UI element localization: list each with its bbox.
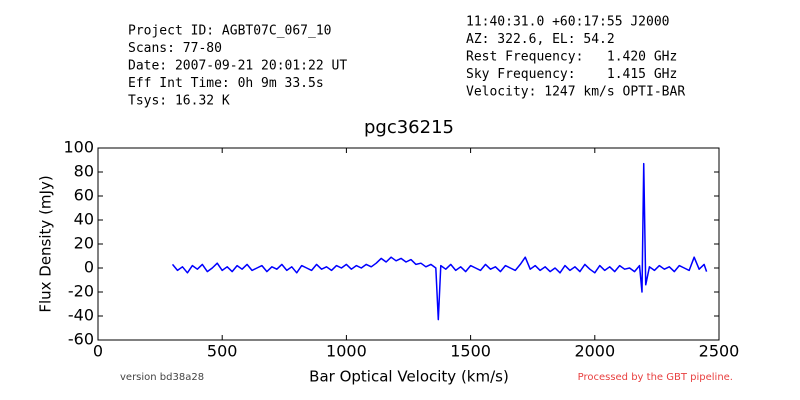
y-tick-label: 20 [74,234,94,253]
x-tick-label: 0 [93,342,103,361]
x-tick-label: 1500 [450,342,491,361]
y-tick-label: 40 [74,210,94,229]
y-tick-label: 60 [74,186,94,205]
info-line: AZ: 322.6, EL: 54.2 [466,32,615,47]
info-line: Sky Frequency: 1.415 GHz [466,67,677,82]
info-line: Date: 2007-09-21 20:01:22 UT [128,59,347,74]
chart-title: pgc36215 [364,117,454,138]
info-line: Velocity: 1247 km/s OPTI-BAR [466,85,685,100]
y-tick-label: 100 [63,138,94,157]
x-tick-label: 500 [207,342,238,361]
pipeline-note: Processed by the GBT pipeline. [578,372,733,383]
x-axis-label: Bar Optical Velocity (km/s) [309,368,509,386]
info-line: Tsys: 16.32 K [128,94,230,109]
y-tick-label: -40 [68,306,94,325]
y-tick-label: -60 [68,330,94,349]
x-tick-label: 2500 [699,342,740,361]
x-tick-label: 2000 [574,342,615,361]
version-note: version bd38a28 [120,372,204,383]
info-line: 11:40:31.0 +60:17:55 J2000 [466,15,670,30]
info-line: Project ID: AGBT07C_067_10 [128,24,332,39]
spectrum-line [171,162,708,321]
plot-frame [97,147,720,341]
info-line: Scans: 77-80 [128,41,222,56]
y-axis-label: Flux Density (mJy) [37,175,55,312]
info-line: Eff Int Time: 0h 9m 33.5s [128,76,324,91]
x-tick-label: 1000 [326,342,367,361]
y-tick-label: 80 [74,162,94,181]
info-line: Rest Frequency: 1.420 GHz [466,50,677,65]
y-tick-label: -20 [68,282,94,301]
y-tick-label: 0 [84,258,94,277]
